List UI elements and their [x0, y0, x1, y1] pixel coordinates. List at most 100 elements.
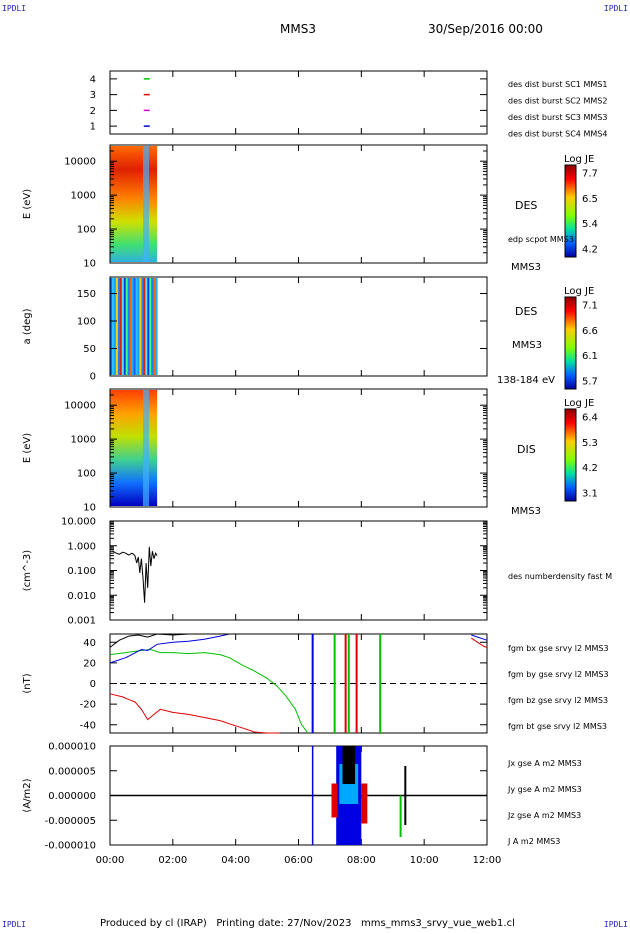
- dis_energy-side-label: MMS3: [511, 506, 541, 517]
- des_pitch-stripe: [131, 278, 135, 375]
- des_pitch-side-label: DES: [515, 305, 537, 318]
- des_energy-ytick-label: 10: [83, 259, 96, 270]
- xaxis-tick-label: 12:00: [473, 855, 502, 866]
- fgm-ylabel: (nT): [22, 673, 33, 693]
- des_pitch-colorbar-tick: 5.7: [582, 377, 598, 388]
- des_energy-side-label: edp scpot MMS3: [508, 235, 574, 244]
- des_energy-colorbar: [564, 164, 577, 258]
- des_pitch-stripe: [111, 278, 115, 375]
- des_pitch-ylabel: a (deg): [22, 308, 33, 344]
- dis_energy-ytick-label: 10000: [64, 401, 96, 412]
- dis_energy-colorbar-tick: 6.4: [582, 413, 598, 424]
- des_pitch-frame: [109, 276, 488, 377]
- series-line: [109, 633, 230, 664]
- des_pitch-side-label: MMS3: [512, 340, 542, 351]
- burst-legend-entry: des dist burst SC2 MMS2: [508, 97, 607, 106]
- fgm-ytick-label: 40: [83, 638, 96, 649]
- burst-ytick-label: 2: [90, 106, 96, 117]
- dis_energy-frame: [109, 388, 488, 508]
- current-legend-entry: Jy gse A m2 MMS3: [507, 785, 582, 794]
- des_pitch-colorbar-tick: 7.1: [582, 301, 598, 312]
- fgm-legend-entry: fgm by gse srvy l2 MMS3: [508, 670, 609, 679]
- series-line: [471, 634, 488, 641]
- des_pitch-ytick-label: 100: [77, 317, 96, 328]
- des_pitch-stripe: [115, 278, 119, 375]
- fgm-legend-entry: fgm bz gse srvy l2 MMS3: [508, 696, 608, 705]
- des_energy-colorbar-tick: 7.7: [582, 169, 598, 180]
- dis_energy-colorbar-title: Log JE: [564, 398, 594, 409]
- plot-date: 30/Sep/2016 00:00: [428, 22, 543, 36]
- dis_energy-ytick-label: 100: [77, 469, 96, 480]
- burst-legend-entry: des dist burst SC1 MMS1: [508, 80, 607, 89]
- series-line: [109, 693, 280, 734]
- fgm-legend-entry: fgm bx gse srvy l2 MMS3: [508, 644, 609, 653]
- des_pitch-stripe: [153, 278, 156, 375]
- des_pitch-colorbar-tick: 6.6: [582, 326, 598, 337]
- des_pitch-stripe: [119, 278, 123, 375]
- fgm-ytick-label: 0: [90, 679, 96, 690]
- fgm-ytick-label: -20: [80, 700, 96, 711]
- des_energy-dip-band: [142, 146, 149, 262]
- fgm-ytick-label: 20: [83, 658, 96, 669]
- series-line: [471, 637, 488, 648]
- des_pitch-ytick-label: 150: [77, 289, 96, 300]
- series-line: [109, 633, 230, 648]
- des_energy-side-label: DES: [515, 199, 537, 212]
- des_pitch-stripe: [129, 278, 133, 375]
- density-legend: des numberdensity fast M: [508, 572, 612, 581]
- corner-mark-bottom-right: IPDLI: [603, 920, 628, 929]
- des_pitch-stripe: [147, 278, 150, 375]
- xaxis-tick-label: 10:00: [410, 855, 439, 866]
- des_pitch-stripe: [151, 278, 154, 375]
- des_pitch-stripe: [113, 278, 117, 375]
- des_energy-colorbar-tick: 6.5: [582, 194, 598, 205]
- burst-legend-entry: des dist burst SC3 MMS3: [508, 113, 607, 122]
- burst-ytick-label: 4: [90, 74, 96, 85]
- des_pitch-stripe: [137, 278, 140, 375]
- current-ytick-label: 0.000000: [48, 791, 96, 802]
- des_pitch-ytick-label: 50: [83, 344, 96, 355]
- xaxis-tick-label: 06:00: [284, 855, 313, 866]
- des_pitch-stripe: [139, 278, 142, 375]
- des_energy-ytick-label: 10000: [64, 157, 96, 168]
- corner-mark-top-left: IPDLI: [2, 4, 27, 13]
- des_pitch-stripe: [110, 278, 113, 375]
- des_pitch-stripe: [155, 278, 158, 375]
- des_pitch-stripe: [117, 278, 121, 375]
- des_pitch-stripe: [133, 278, 137, 375]
- des_pitch-stripe: [143, 278, 146, 375]
- corner-mark-bottom-left: IPDLI: [2, 920, 27, 929]
- des_energy-frame: [109, 144, 488, 264]
- des_pitch-stripe: [125, 278, 129, 375]
- des_pitch-colorbar-tick: 6.1: [582, 351, 598, 362]
- current-ytick-label: -0.000010: [45, 841, 96, 852]
- current-legend-entry: Jx gse A m2 MMS3: [507, 759, 582, 768]
- xaxis-tick-label: 02:00: [158, 855, 187, 866]
- des_pitch-stripe: [145, 278, 148, 375]
- dis_energy-spectrogram: [110, 390, 158, 506]
- des_energy-ytick-label: 100: [77, 225, 96, 236]
- current-ytick-label: 0.000005: [48, 766, 96, 777]
- density-ytick-label: 0.100: [67, 566, 96, 577]
- current-ytick-label: 0.000010: [48, 742, 96, 753]
- fgm-legend-entry: fgm bt gse srvy l2 MMS3: [508, 722, 607, 731]
- current-burst-block-j: [342, 746, 356, 784]
- des_pitch-colorbar-title: Log JE: [564, 286, 594, 297]
- des_energy-ylabel: E (eV): [22, 189, 33, 219]
- current-ylabel: (A/m2): [22, 778, 33, 812]
- density-frame: [109, 520, 488, 621]
- dis_energy-ytick-label: 1000: [71, 435, 96, 446]
- des_energy-ytick-label: 1000: [71, 191, 96, 202]
- density-ytick-label: 1.000: [67, 541, 96, 552]
- current-burst-jx: [331, 783, 338, 818]
- density-ytick-label: 0.001: [67, 616, 96, 627]
- plot-title: MMS3: [280, 22, 316, 36]
- dis_energy-colorbar-tick: 5.3: [582, 438, 598, 449]
- dis_energy-colorbar: [564, 408, 577, 502]
- des_energy-colorbar-title: Log JE: [564, 154, 594, 165]
- series-line: [109, 648, 309, 734]
- des_pitch-stripe: [135, 278, 138, 375]
- des_energy-colorbar-tick: 5.4: [582, 219, 598, 230]
- burst-ytick-label: 3: [90, 90, 96, 101]
